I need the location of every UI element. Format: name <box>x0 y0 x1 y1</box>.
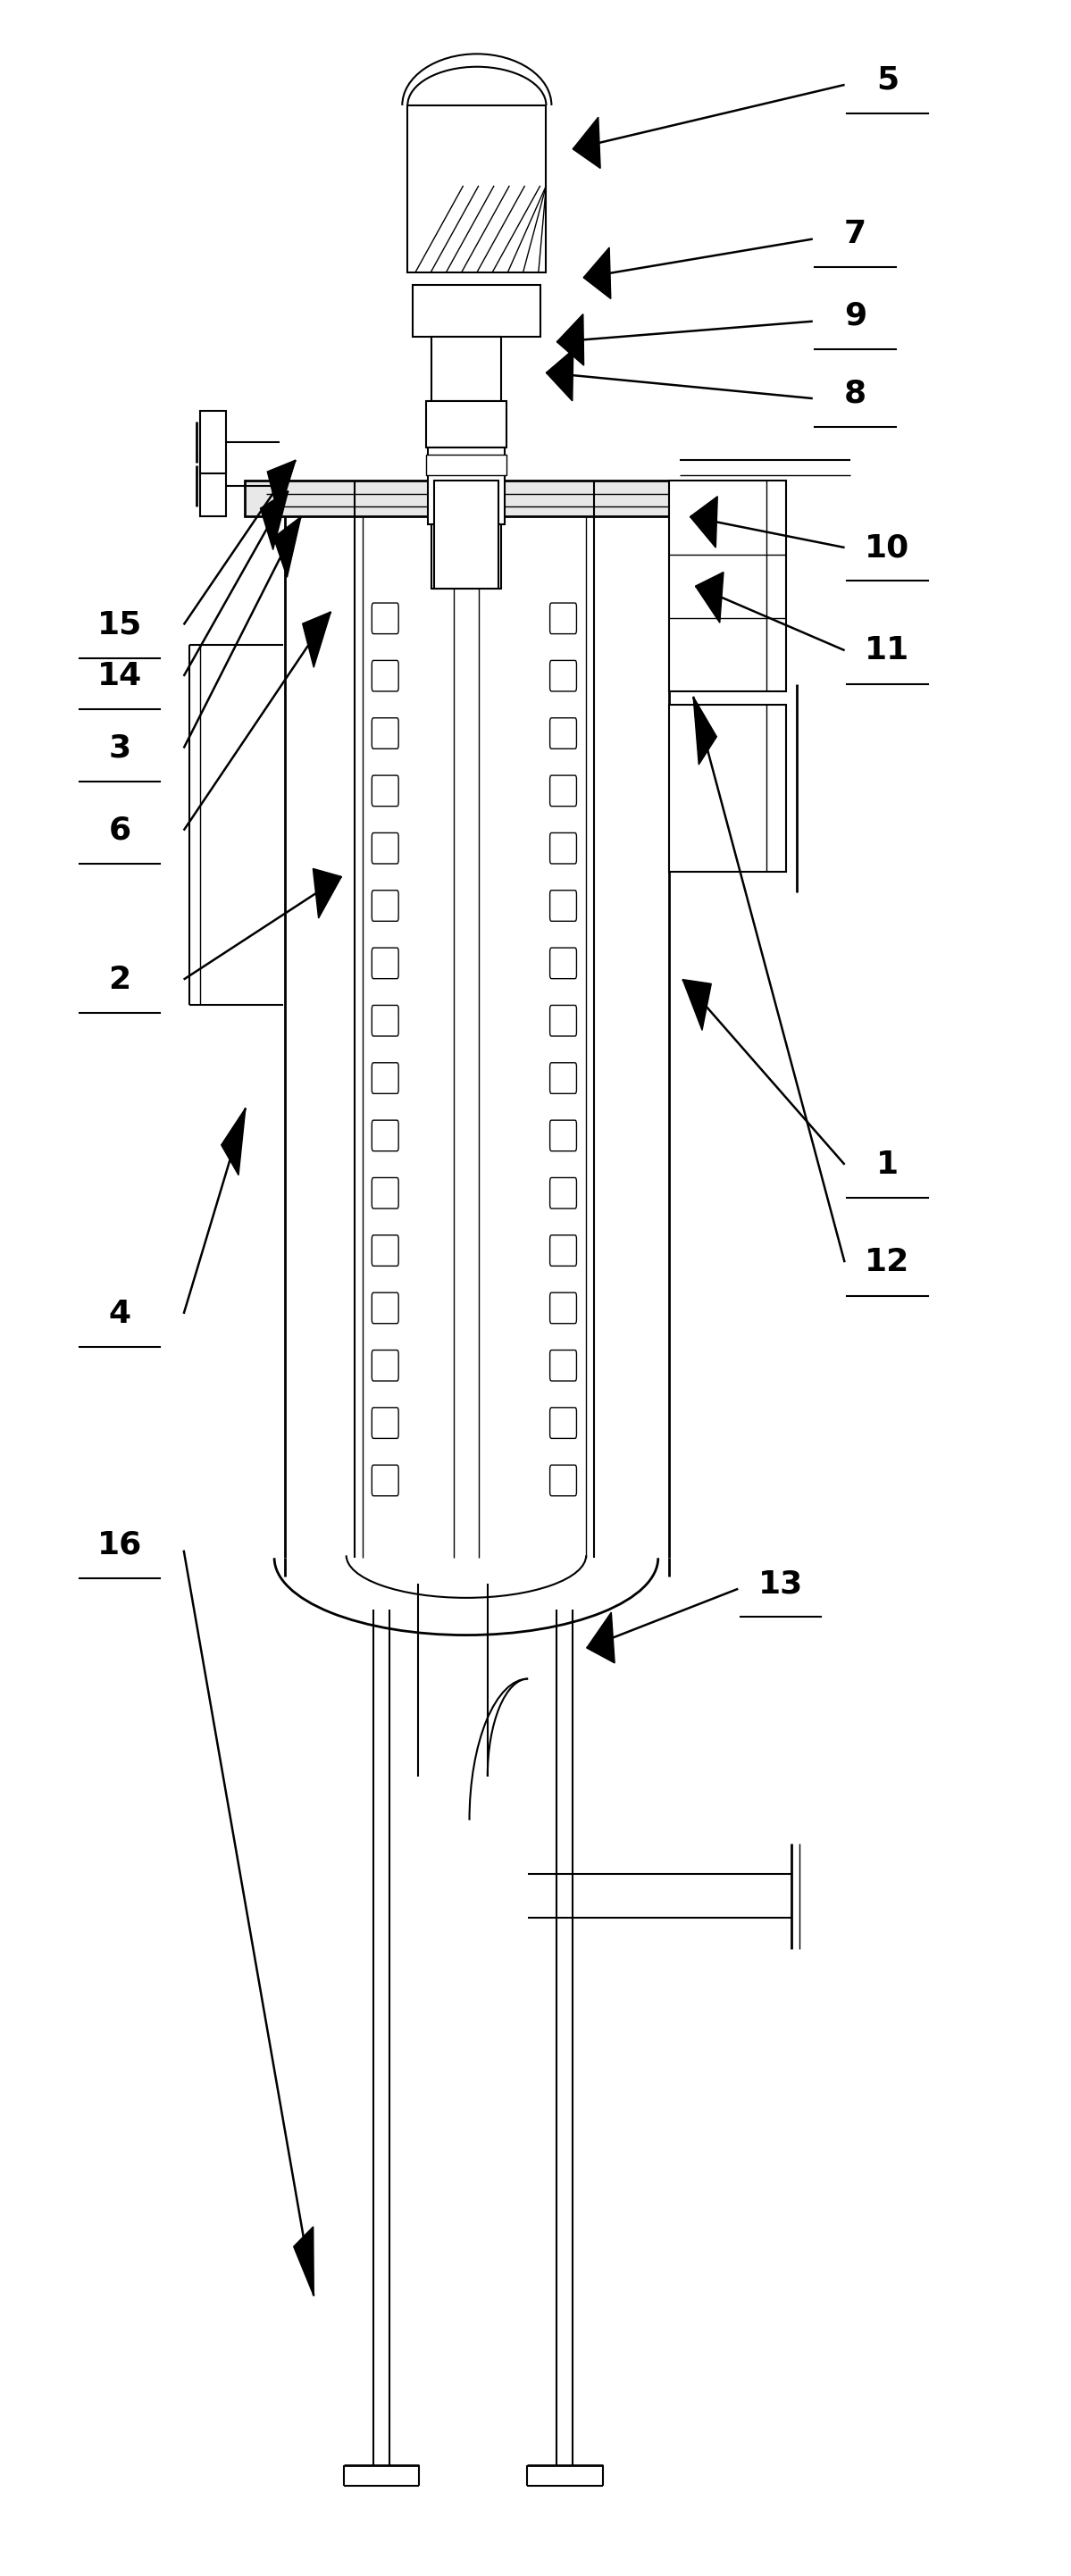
FancyBboxPatch shape <box>372 1177 398 1208</box>
Polygon shape <box>557 314 584 366</box>
Text: 16: 16 <box>97 1530 142 1561</box>
FancyBboxPatch shape <box>372 719 398 750</box>
FancyBboxPatch shape <box>372 891 398 922</box>
Bar <box>431 526 501 590</box>
FancyBboxPatch shape <box>372 603 398 634</box>
Polygon shape <box>587 1613 615 1664</box>
Polygon shape <box>293 2226 314 2295</box>
FancyBboxPatch shape <box>549 1293 576 1324</box>
Bar <box>413 286 541 337</box>
FancyBboxPatch shape <box>549 1234 576 1265</box>
Text: 5: 5 <box>876 64 899 95</box>
Bar <box>244 482 709 518</box>
Bar <box>199 412 226 474</box>
FancyBboxPatch shape <box>549 1406 576 1437</box>
FancyBboxPatch shape <box>549 832 576 863</box>
FancyBboxPatch shape <box>372 948 398 979</box>
Text: 4: 4 <box>108 1298 131 1329</box>
Bar <box>408 106 546 273</box>
Bar <box>668 703 786 871</box>
Text: 11: 11 <box>865 636 909 665</box>
Text: 3: 3 <box>108 734 131 762</box>
Polygon shape <box>260 492 288 549</box>
FancyBboxPatch shape <box>372 1005 398 1036</box>
Text: 12: 12 <box>865 1247 909 1278</box>
Polygon shape <box>302 613 331 667</box>
FancyBboxPatch shape <box>372 1406 398 1437</box>
FancyBboxPatch shape <box>372 775 398 806</box>
FancyBboxPatch shape <box>549 1466 576 1497</box>
FancyBboxPatch shape <box>372 1466 398 1497</box>
FancyBboxPatch shape <box>549 719 576 750</box>
FancyBboxPatch shape <box>549 1005 576 1036</box>
Polygon shape <box>573 116 601 167</box>
Text: 13: 13 <box>758 1569 803 1600</box>
Text: 15: 15 <box>97 611 142 639</box>
Text: 9: 9 <box>844 301 866 332</box>
FancyBboxPatch shape <box>549 948 576 979</box>
Bar <box>425 456 507 477</box>
Text: 1: 1 <box>876 1149 899 1180</box>
FancyBboxPatch shape <box>372 1234 398 1265</box>
FancyBboxPatch shape <box>549 1177 576 1208</box>
Polygon shape <box>313 868 342 917</box>
FancyBboxPatch shape <box>372 659 398 690</box>
FancyBboxPatch shape <box>549 1121 576 1151</box>
FancyBboxPatch shape <box>549 1350 576 1381</box>
FancyBboxPatch shape <box>549 891 576 922</box>
Bar <box>199 456 226 518</box>
FancyBboxPatch shape <box>549 775 576 806</box>
Polygon shape <box>268 461 296 515</box>
Text: 6: 6 <box>108 814 131 845</box>
FancyBboxPatch shape <box>549 603 576 634</box>
Polygon shape <box>273 518 301 577</box>
Polygon shape <box>682 979 711 1030</box>
Polygon shape <box>690 497 718 549</box>
Bar <box>668 482 786 690</box>
Bar <box>425 402 507 448</box>
FancyBboxPatch shape <box>372 1293 398 1324</box>
FancyBboxPatch shape <box>372 1350 398 1381</box>
Polygon shape <box>695 572 724 623</box>
Text: 10: 10 <box>865 533 909 562</box>
Text: 2: 2 <box>108 963 131 994</box>
FancyBboxPatch shape <box>549 1064 576 1095</box>
Bar <box>427 448 504 526</box>
FancyBboxPatch shape <box>372 832 398 863</box>
FancyBboxPatch shape <box>549 659 576 690</box>
FancyBboxPatch shape <box>372 1064 398 1095</box>
Polygon shape <box>584 247 610 299</box>
Text: 14: 14 <box>97 662 142 690</box>
Polygon shape <box>222 1108 245 1175</box>
Polygon shape <box>546 350 573 402</box>
FancyBboxPatch shape <box>372 1121 398 1151</box>
Bar <box>434 482 498 590</box>
Bar <box>431 337 501 402</box>
Text: 8: 8 <box>844 379 866 410</box>
Polygon shape <box>693 696 716 765</box>
Text: 7: 7 <box>844 219 866 250</box>
